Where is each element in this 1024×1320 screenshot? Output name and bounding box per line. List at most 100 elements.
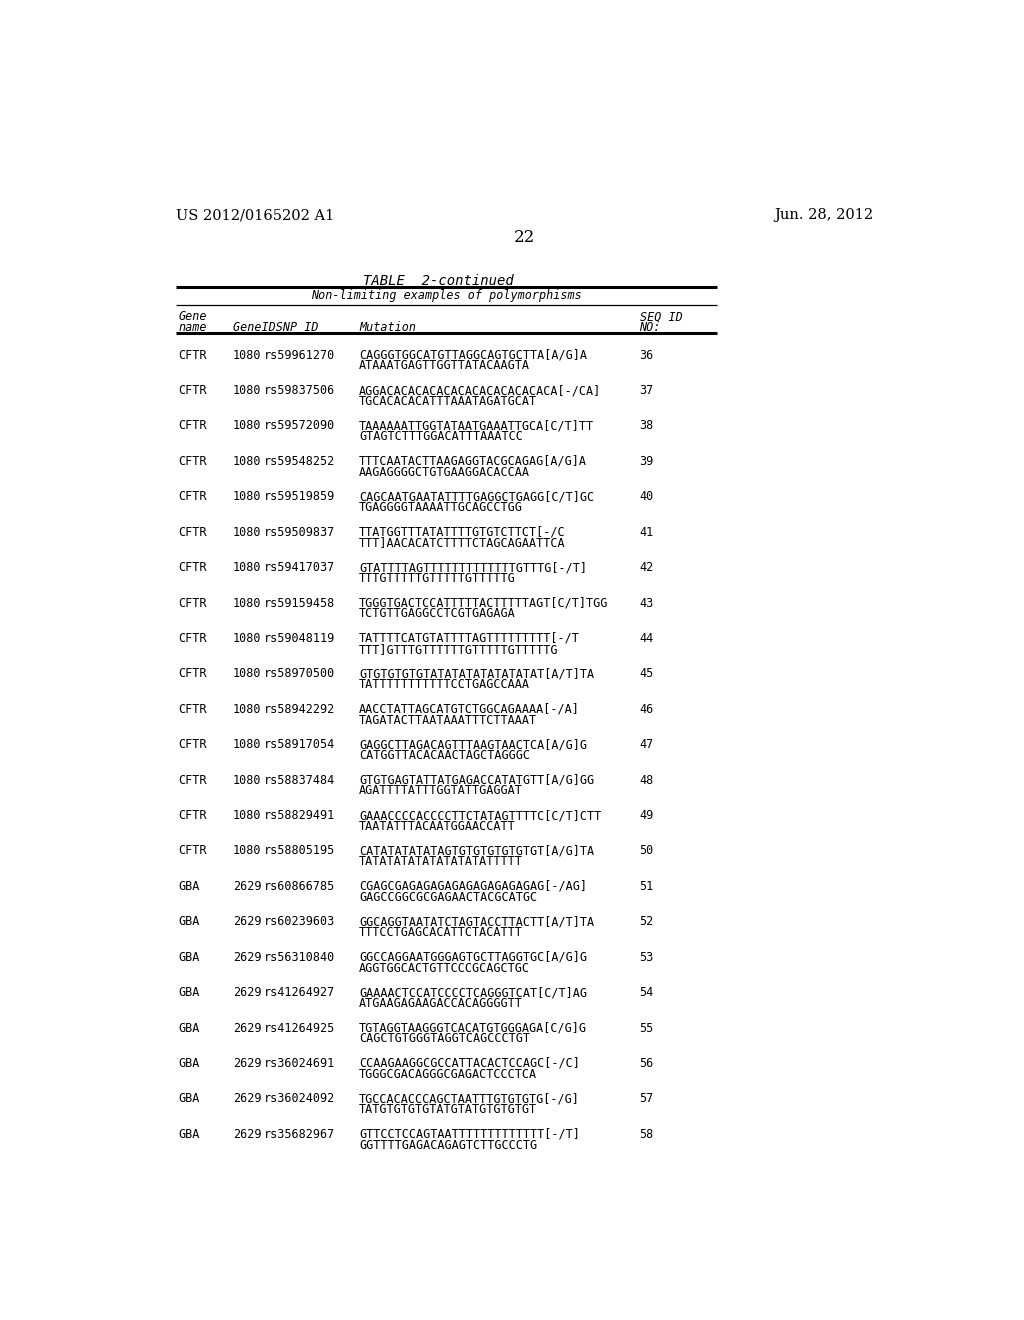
Text: CFTR: CFTR bbox=[178, 561, 207, 574]
Text: 1080: 1080 bbox=[232, 420, 261, 433]
Text: 2629: 2629 bbox=[232, 950, 261, 964]
Text: 1080: 1080 bbox=[232, 348, 261, 362]
Text: AAGAGGGGCTGTGAAGGACACCAA: AAGAGGGGCTGTGAAGGACACCAA bbox=[359, 466, 530, 479]
Text: CFTR: CFTR bbox=[178, 597, 207, 610]
Text: rs60239603: rs60239603 bbox=[263, 915, 335, 928]
Text: 42: 42 bbox=[640, 561, 653, 574]
Text: TATATATATATATATATATTTTT: TATATATATATATATATATTTTT bbox=[359, 855, 523, 869]
Text: rs59572090: rs59572090 bbox=[263, 420, 335, 433]
Text: TCTGTTGAGGCCTCGTGAGAGA: TCTGTTGAGGCCTCGTGAGAGA bbox=[359, 607, 516, 620]
Text: 2629: 2629 bbox=[232, 1022, 261, 1035]
Text: CAGGGTGGCATGTTAGGCAGTGCTTA[A/G]A: CAGGGTGGCATGTTAGGCAGTGCTTA[A/G]A bbox=[359, 348, 587, 362]
Text: CFTR: CFTR bbox=[178, 420, 207, 433]
Text: CFTR: CFTR bbox=[178, 348, 207, 362]
Text: GTAGTCTTTGGACATTTAAATCC: GTAGTCTTTGGACATTTAAATCC bbox=[359, 430, 523, 444]
Text: rs41264925: rs41264925 bbox=[263, 1022, 335, 1035]
Text: 43: 43 bbox=[640, 597, 653, 610]
Text: 1080: 1080 bbox=[232, 774, 261, 787]
Text: GGCAGGTAATATCTAGTACCTTACTT[A/T]TA: GGCAGGTAATATCTAGTACCTTACTT[A/T]TA bbox=[359, 915, 594, 928]
Text: 56: 56 bbox=[640, 1057, 653, 1071]
Text: 1080: 1080 bbox=[232, 668, 261, 680]
Text: TAGATACTTAATAAATTTCTTAAAT: TAGATACTTAATAAATTTCTTAAAT bbox=[359, 714, 537, 726]
Text: Mutation: Mutation bbox=[359, 321, 416, 334]
Text: GTTCCTCCAGTAATTTTTTTTTTTTT[-/T]: GTTCCTCCAGTAATTTTTTTTTTTTT[-/T] bbox=[359, 1127, 580, 1140]
Text: TTT]GTTTGTTTTTTGTTTTTGTTTTTG: TTT]GTTTGTTTTTTGTTTTTGTTTTTG bbox=[359, 643, 558, 656]
Text: SEQ ID: SEQ ID bbox=[640, 310, 682, 323]
Text: CFTR: CFTR bbox=[178, 668, 207, 680]
Text: 58: 58 bbox=[640, 1127, 653, 1140]
Text: 36: 36 bbox=[640, 348, 653, 362]
Text: GBA: GBA bbox=[178, 950, 200, 964]
Text: GAGCCGGCGCGAGAACTACGCATGC: GAGCCGGCGCGAGAACTACGCATGC bbox=[359, 891, 537, 904]
Text: 45: 45 bbox=[640, 668, 653, 680]
Text: 1080: 1080 bbox=[232, 845, 261, 858]
Text: GBA: GBA bbox=[178, 986, 200, 999]
Text: 2629: 2629 bbox=[232, 915, 261, 928]
Text: GAAAACTCCATCCCCTCAGGGTCAT[C/T]AG: GAAAACTCCATCCCCTCAGGGTCAT[C/T]AG bbox=[359, 986, 587, 999]
Text: 1080: 1080 bbox=[232, 738, 261, 751]
Text: CFTR: CFTR bbox=[178, 809, 207, 822]
Text: CATGGTTACACAACTAGCTAGGGC: CATGGTTACACAACTAGCTAGGGC bbox=[359, 748, 530, 762]
Text: 37: 37 bbox=[640, 384, 653, 397]
Text: GBA: GBA bbox=[178, 1093, 200, 1105]
Text: rs35682967: rs35682967 bbox=[263, 1127, 335, 1140]
Text: CFTR: CFTR bbox=[178, 774, 207, 787]
Text: name: name bbox=[178, 321, 207, 334]
Text: TAATATTTACAATGGAACCATT: TAATATTTACAATGGAACCATT bbox=[359, 820, 516, 833]
Text: 55: 55 bbox=[640, 1022, 653, 1035]
Text: 2629: 2629 bbox=[232, 986, 261, 999]
Text: GAAACCCCACCCCTTCTATAGTTTTC[C/T]CTT: GAAACCCCACCCCTTCTATAGTTTTC[C/T]CTT bbox=[359, 809, 601, 822]
Text: rs59159458: rs59159458 bbox=[263, 597, 335, 610]
Text: NO:: NO: bbox=[640, 321, 660, 334]
Text: rs59509837: rs59509837 bbox=[263, 525, 335, 539]
Text: CFTR: CFTR bbox=[178, 738, 207, 751]
Text: 1080: 1080 bbox=[232, 384, 261, 397]
Text: CFTR: CFTR bbox=[178, 845, 207, 858]
Text: GGCCAGGAATGGGAGTGCTTAGGTGC[A/G]G: GGCCAGGAATGGGAGTGCTTAGGTGC[A/G]G bbox=[359, 950, 587, 964]
Text: GGTTTTGAGACAGAGTCTTGCCCTG: GGTTTTGAGACAGAGTCTTGCCCTG bbox=[359, 1139, 537, 1151]
Text: TATTTTTTTTTTTCCTGAGCCAAA: TATTTTTTTTTTTCCTGAGCCAAA bbox=[359, 678, 530, 692]
Text: 1080: 1080 bbox=[232, 561, 261, 574]
Text: rs58970500: rs58970500 bbox=[263, 668, 335, 680]
Text: CFTR: CFTR bbox=[178, 455, 207, 467]
Text: CFTR: CFTR bbox=[178, 490, 207, 503]
Text: CAGCTGTGGGTAGGTCAGCCCTGT: CAGCTGTGGGTAGGTCAGCCCTGT bbox=[359, 1032, 530, 1045]
Text: 1080: 1080 bbox=[232, 455, 261, 467]
Text: rs58942292: rs58942292 bbox=[263, 702, 335, 715]
Text: GTGTGTGTGTATATATATATATATAT[A/T]TA: GTGTGTGTGTATATATATATATATAT[A/T]TA bbox=[359, 668, 594, 680]
Text: rs58805195: rs58805195 bbox=[263, 845, 335, 858]
Text: 47: 47 bbox=[640, 738, 653, 751]
Text: rs60866785: rs60866785 bbox=[263, 880, 335, 892]
Text: 2629: 2629 bbox=[232, 1057, 261, 1071]
Text: rs36024092: rs36024092 bbox=[263, 1093, 335, 1105]
Text: rs56310840: rs56310840 bbox=[263, 950, 335, 964]
Text: 41: 41 bbox=[640, 525, 653, 539]
Text: AGGACACACACACACACACACACACACA[-/CA]: AGGACACACACACACACACACACACACA[-/CA] bbox=[359, 384, 601, 397]
Text: TGAGGGGTAAAATTGCAGCCTGG: TGAGGGGTAAAATTGCAGCCTGG bbox=[359, 502, 523, 513]
Text: TATGTGTGTGTATGTATGTGTGTGT: TATGTGTGTGTATGTATGTGTGTGT bbox=[359, 1104, 537, 1117]
Text: rs59837506: rs59837506 bbox=[263, 384, 335, 397]
Text: Non-limiting examples of polymorphisms: Non-limiting examples of polymorphisms bbox=[311, 289, 582, 302]
Text: 44: 44 bbox=[640, 632, 653, 645]
Text: GeneIDSNP ID: GeneIDSNP ID bbox=[232, 321, 318, 334]
Text: 46: 46 bbox=[640, 702, 653, 715]
Text: 1080: 1080 bbox=[232, 702, 261, 715]
Text: TTTCAATACTTAAGAGGTACGCAGAG[A/G]A: TTTCAATACTTAAGAGGTACGCAGAG[A/G]A bbox=[359, 455, 587, 467]
Text: Gene: Gene bbox=[178, 310, 207, 323]
Text: AACCTATTAGCATGTCTGGCAGAAAA[-/A]: AACCTATTAGCATGTCTGGCAGAAAA[-/A] bbox=[359, 702, 580, 715]
Text: US 2012/0165202 A1: US 2012/0165202 A1 bbox=[176, 209, 334, 223]
Text: TGGGTGACTCCATTTTTACTTTTTAGT[C/T]TGG: TGGGTGACTCCATTTTTACTTTTTAGT[C/T]TGG bbox=[359, 597, 608, 610]
Text: rs59548252: rs59548252 bbox=[263, 455, 335, 467]
Text: 1080: 1080 bbox=[232, 632, 261, 645]
Text: 1080: 1080 bbox=[232, 525, 261, 539]
Text: 40: 40 bbox=[640, 490, 653, 503]
Text: CATATATATATAGTGTGTGTGTGTGT[A/G]TA: CATATATATATAGTGTGTGTGTGTGT[A/G]TA bbox=[359, 845, 594, 858]
Text: CFTR: CFTR bbox=[178, 384, 207, 397]
Text: TGCCACACCCAGCTAATTTGTGTGTG[-/G]: TGCCACACCCAGCTAATTTGTGTGTG[-/G] bbox=[359, 1093, 580, 1105]
Text: TAAAAAATTGGTATAATGAAATTGCA[C/T]TT: TAAAAAATTGGTATAATGAAATTGCA[C/T]TT bbox=[359, 420, 594, 433]
Text: GBA: GBA bbox=[178, 1127, 200, 1140]
Text: 22: 22 bbox=[514, 230, 536, 247]
Text: TTT]AACACATCTTTTCTAGCAGAATTCA: TTT]AACACATCTTTTCTAGCAGAATTCA bbox=[359, 536, 565, 549]
Text: TTTCCTGAGCACATTCTACATTT: TTTCCTGAGCACATTCTACATTT bbox=[359, 927, 523, 939]
Text: GAGGCTTAGACAGTTTAAGTAACTCA[A/G]G: GAGGCTTAGACAGTTTAAGTAACTCA[A/G]G bbox=[359, 738, 587, 751]
